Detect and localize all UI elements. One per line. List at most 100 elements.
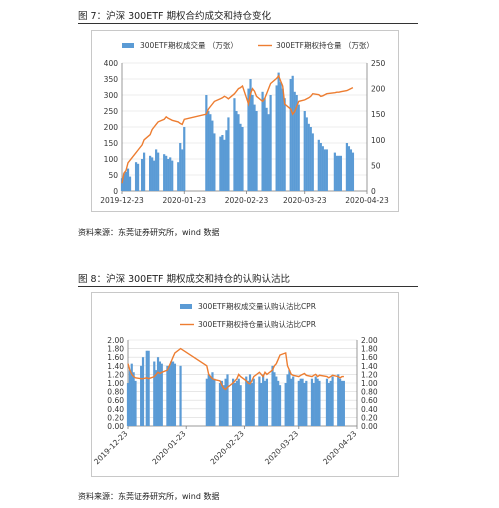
bar bbox=[325, 149, 328, 191]
figure-1-frame: 0 50 100 150 200 250 300 350 400 0 50 100 150 200 250 2… bbox=[91, 30, 399, 212]
bar bbox=[263, 98, 266, 191]
bar bbox=[158, 361, 162, 426]
bar bbox=[232, 378, 235, 426]
bar bbox=[235, 380, 238, 426]
bar bbox=[269, 95, 272, 191]
figure-1-caption: 图 7：沪深 300ETF 期权合约成交和持仓变化 bbox=[78, 11, 272, 22]
bar bbox=[205, 378, 208, 426]
y-left-tick-label: 1.00 bbox=[107, 379, 124, 388]
bar bbox=[156, 357, 160, 426]
y-right-tick-label: 50 bbox=[371, 161, 381, 170]
bar bbox=[275, 376, 278, 426]
bar bbox=[333, 152, 336, 191]
bar bbox=[337, 155, 340, 191]
bar bbox=[321, 146, 324, 191]
bar bbox=[318, 380, 321, 426]
y-left-tick-label: 0.00 bbox=[107, 422, 124, 431]
bar bbox=[132, 372, 135, 426]
bar bbox=[303, 383, 306, 426]
bar bbox=[289, 79, 292, 191]
bar bbox=[239, 123, 242, 191]
bar bbox=[224, 378, 227, 426]
bar bbox=[311, 133, 314, 191]
bar bbox=[153, 160, 156, 191]
legend-label: 300ETF期权成交量认购认沽比CPR bbox=[198, 301, 316, 311]
bar bbox=[255, 111, 258, 191]
bar bbox=[261, 91, 264, 191]
bar bbox=[177, 162, 180, 191]
bar bbox=[347, 146, 351, 191]
bar bbox=[134, 380, 137, 426]
bar bbox=[327, 383, 330, 426]
bar bbox=[209, 114, 212, 191]
bar bbox=[120, 178, 124, 191]
bar bbox=[128, 176, 132, 191]
bar bbox=[157, 152, 160, 191]
bar bbox=[337, 374, 340, 426]
bar bbox=[281, 88, 284, 191]
x-tick-label: 2020-02-23 bbox=[209, 429, 246, 466]
y-right-tick-label: 1.40 bbox=[361, 362, 378, 371]
y-right-tick-label: 250 bbox=[371, 59, 386, 68]
y-left-tick-label: 0.20 bbox=[107, 413, 124, 422]
bar bbox=[290, 378, 293, 426]
y-right-tick-label: 1.20 bbox=[361, 370, 378, 379]
bar bbox=[140, 365, 143, 426]
bar bbox=[122, 173, 126, 191]
y-left-tick-label: 1.40 bbox=[107, 362, 124, 371]
x-tick-label: 2020-02-23 bbox=[225, 196, 269, 205]
bar bbox=[265, 107, 268, 191]
bar bbox=[128, 370, 131, 426]
bar bbox=[237, 378, 240, 426]
bar bbox=[249, 79, 252, 191]
bar bbox=[169, 157, 172, 191]
y-right-tick-label: 0.80 bbox=[361, 388, 378, 397]
series-line bbox=[127, 347, 344, 391]
legend-bar-swatch bbox=[122, 43, 134, 48]
bar bbox=[222, 385, 225, 426]
bar bbox=[305, 117, 308, 191]
bar bbox=[312, 383, 315, 426]
bar bbox=[329, 380, 332, 426]
bar bbox=[342, 380, 345, 426]
bar bbox=[339, 155, 342, 191]
y-left-tick-label: 0 bbox=[113, 187, 118, 196]
legend-label: 300ETF期权成交量 （万张） bbox=[140, 40, 238, 50]
bar bbox=[307, 123, 310, 191]
y-right-tick-label: 150 bbox=[371, 110, 386, 119]
bar bbox=[226, 374, 229, 426]
bar bbox=[136, 163, 140, 191]
bar bbox=[141, 357, 145, 426]
bar bbox=[309, 127, 312, 191]
bar bbox=[181, 149, 184, 191]
bar bbox=[239, 385, 242, 426]
bar bbox=[293, 91, 296, 191]
bar bbox=[147, 350, 150, 426]
y-left-tick-label: 0.60 bbox=[107, 396, 124, 405]
bar bbox=[124, 171, 128, 191]
bar bbox=[151, 157, 154, 191]
y-right-tick-label: 100 bbox=[371, 136, 386, 145]
y-left-tick-label: 150 bbox=[104, 139, 119, 148]
y-left-tick-label: 1.20 bbox=[107, 370, 124, 379]
bar bbox=[237, 114, 240, 191]
bar bbox=[277, 72, 280, 191]
bar bbox=[331, 376, 334, 426]
figure-2-source: 资料来源：东莞证券研究所，wind 数据 bbox=[78, 492, 220, 501]
bar bbox=[351, 152, 355, 191]
y-right-tick-label: 1.00 bbox=[361, 379, 378, 388]
bar bbox=[233, 98, 236, 191]
bar bbox=[171, 361, 175, 426]
x-tick-label: 2019-12-23 bbox=[92, 429, 129, 466]
bar bbox=[233, 383, 237, 426]
bar bbox=[335, 155, 338, 191]
bar bbox=[247, 88, 250, 191]
series-line bbox=[121, 74, 354, 184]
bar bbox=[265, 378, 269, 426]
bar bbox=[301, 378, 304, 426]
y-right-tick-label: 0.60 bbox=[361, 396, 378, 405]
bar bbox=[160, 363, 163, 426]
bar bbox=[165, 155, 168, 191]
x-tick-label: 2019-12-23 bbox=[100, 196, 144, 205]
x-tick-label: 2020-04-23 bbox=[321, 429, 358, 466]
